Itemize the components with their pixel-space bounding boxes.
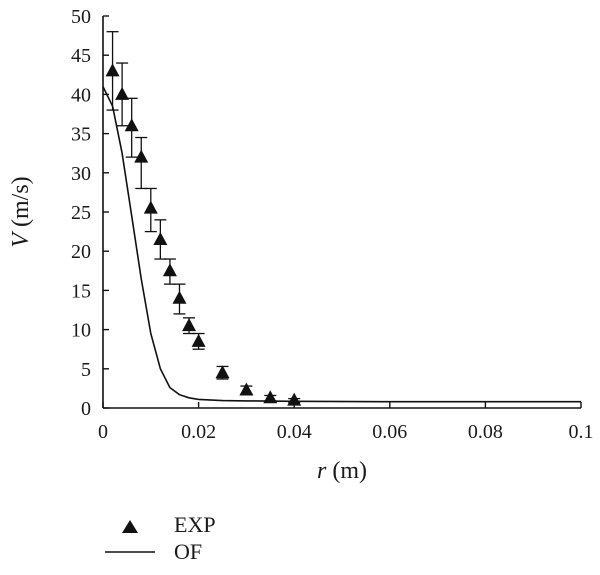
legend-item-of: OF	[105, 539, 202, 564]
y-tick-label: 35	[71, 124, 91, 146]
legend-label-of: OF	[174, 539, 202, 564]
exp-data-point	[134, 149, 149, 163]
exp-data-point	[105, 63, 120, 77]
y-ticks: 0 5 10 15 20 25 30 35 40 45 50	[71, 6, 109, 420]
legend-triangle-marker	[122, 520, 138, 533]
y-tick-label: 20	[71, 241, 91, 263]
y-tick-label: 45	[71, 45, 91, 67]
exp-data-point	[191, 333, 206, 347]
y-tick-label: 5	[81, 359, 91, 381]
legend-label-exp: EXP	[174, 512, 216, 537]
exp-data-point	[172, 290, 187, 304]
y-tick-label: 50	[71, 6, 91, 28]
series-layer	[102, 31, 581, 406]
exp-data-point	[182, 318, 197, 332]
y-tick-label: 15	[71, 280, 91, 302]
plot-frame	[102, 16, 581, 409]
exp-data-point	[239, 382, 254, 396]
legend-item-exp: EXP	[122, 512, 216, 537]
y-tick-label: 10	[71, 320, 91, 342]
y-tick-label: 0	[81, 398, 91, 420]
exp-data-point	[287, 392, 302, 406]
x-tick-label: 0.08	[468, 421, 503, 443]
y-tick-label: 25	[71, 202, 91, 224]
x-ticks: 0 0.02 0.04 0.06 0.08 0.1	[98, 402, 594, 443]
exp-data-point	[162, 263, 177, 277]
exp-data-point	[263, 390, 278, 404]
exp-data-point	[124, 118, 139, 132]
x-tick-label: 0.06	[372, 421, 407, 443]
y-axis-title: V (m/s)	[8, 176, 34, 247]
x-axis-title: r (m)	[317, 458, 367, 484]
series-of-line	[102, 86, 581, 403]
exp-data-point	[153, 231, 168, 245]
exp-data-point	[143, 200, 158, 214]
y-tick-label: 30	[71, 163, 91, 185]
exp-data-point	[115, 86, 130, 100]
x-tick-label: 0	[98, 421, 108, 443]
x-tick-label: 0.02	[181, 421, 216, 443]
x-tick-label: 0.04	[277, 421, 312, 443]
x-tick-label: 0.1	[569, 421, 594, 443]
exp-data-point	[215, 365, 230, 379]
y-tick-label: 40	[71, 84, 91, 106]
legend: EXP OF	[105, 512, 216, 564]
